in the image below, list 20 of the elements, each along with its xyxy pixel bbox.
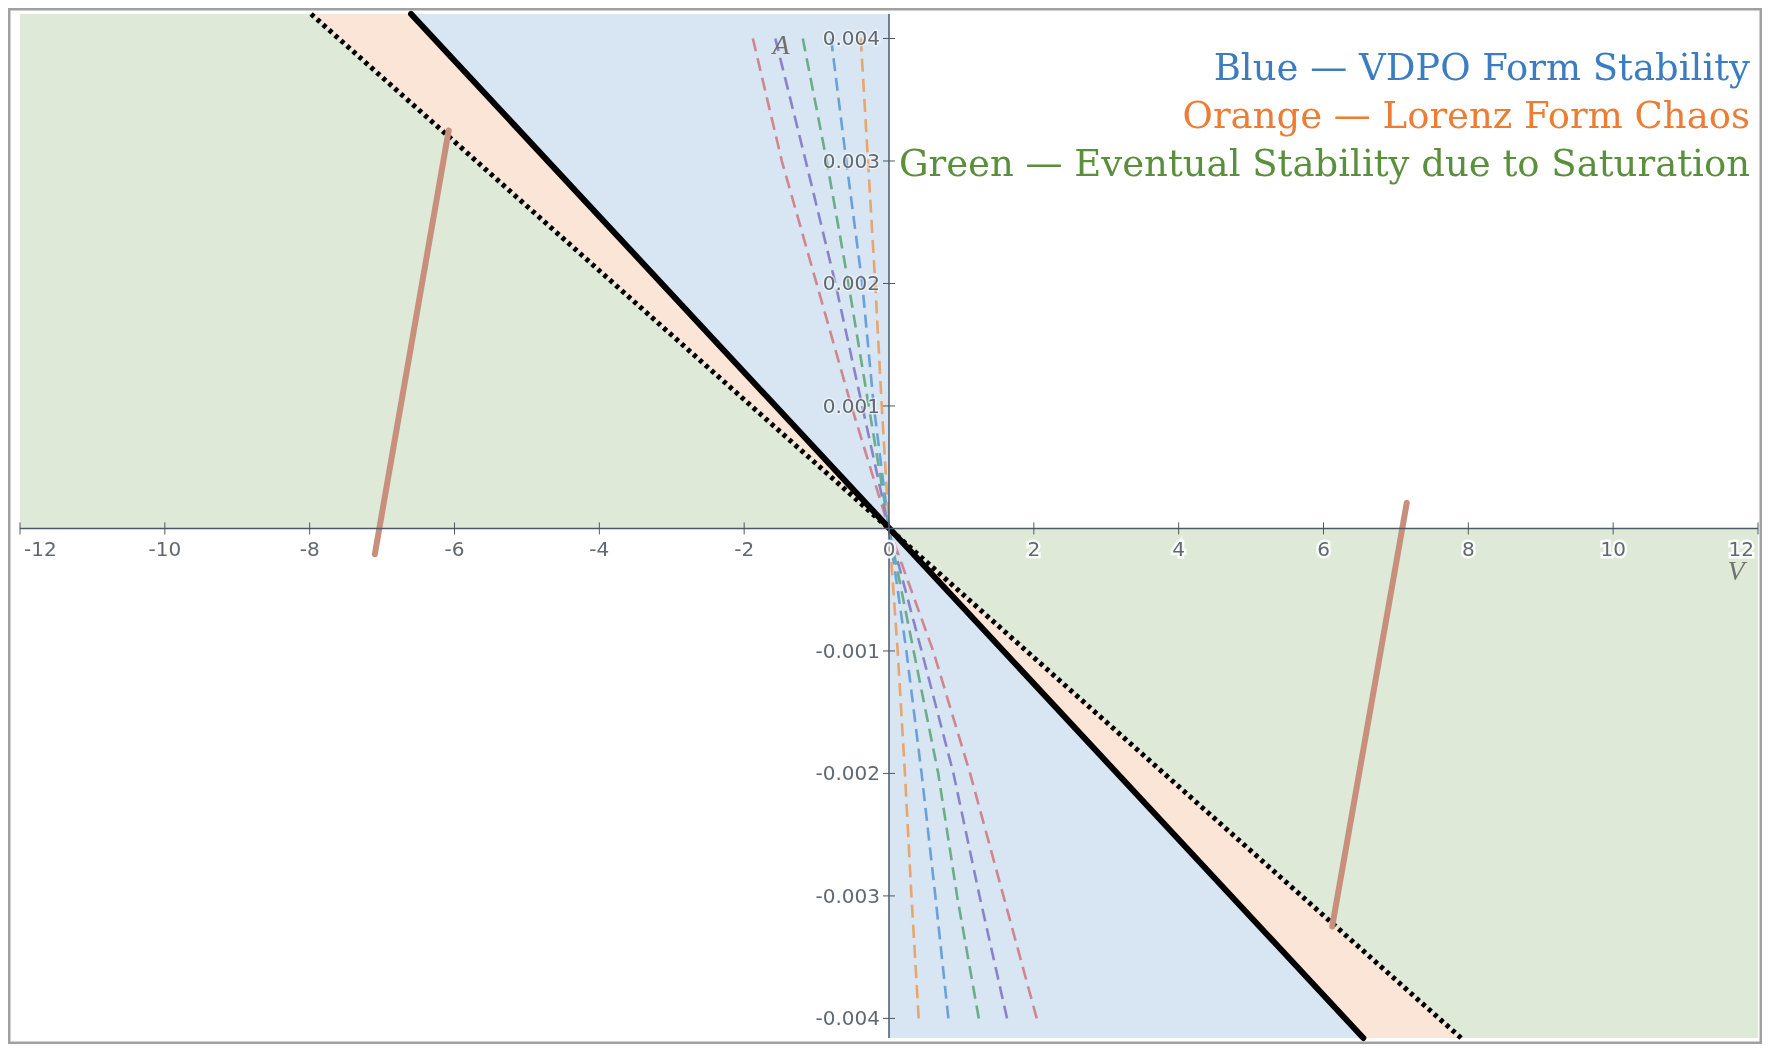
y-tick-label: -0.001 xyxy=(815,638,880,663)
x-tick-label: -8 xyxy=(299,537,320,562)
x-tick-label: -2 xyxy=(734,537,755,562)
x-tick-label: 8 xyxy=(1461,537,1475,562)
text: Orange — Lorenz Form Chaos xyxy=(1182,94,1750,137)
x-tick-label: -6 xyxy=(444,537,465,562)
x-tick-label: -12 xyxy=(24,537,57,562)
x-tick-label: -10 xyxy=(148,537,182,562)
text: Green — Eventual Stability due to Saturation xyxy=(898,142,1750,185)
text: Blue — VDPO Form Stability xyxy=(1213,46,1751,89)
y-tick-label: -0.002 xyxy=(815,761,880,786)
y-tick-label: -0.003 xyxy=(815,883,880,908)
y-tick-label: 0.004 xyxy=(822,26,880,51)
x-tick-label: 10 xyxy=(1600,537,1626,562)
x-tick-label: 2 xyxy=(1027,537,1041,562)
x-tick-label: -4 xyxy=(589,537,610,562)
y-axis-title: A xyxy=(770,29,791,60)
x-tick-label: 4 xyxy=(1172,537,1186,562)
x-tick-label: 6 xyxy=(1317,537,1330,562)
y-tick-label: -0.004 xyxy=(815,1006,880,1031)
